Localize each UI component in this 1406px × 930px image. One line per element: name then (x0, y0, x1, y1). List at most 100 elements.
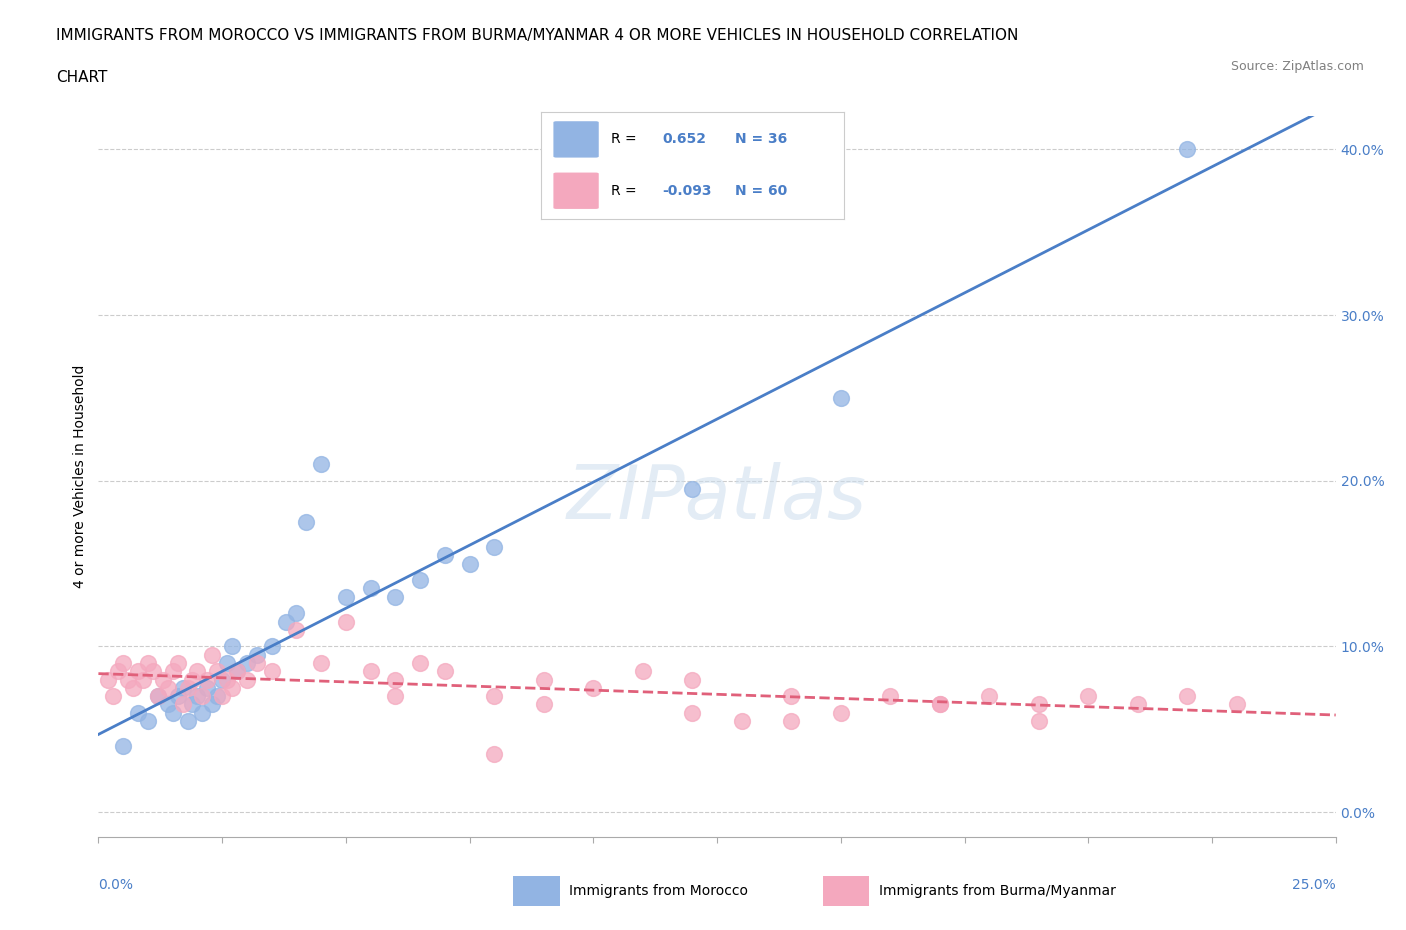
Point (335, 614, 357, 629)
Point (127, 664, 149, 679)
Point (384, 689, 406, 704)
Point (409, 573, 432, 588)
Point (103, 689, 125, 704)
Point (458, 556, 481, 571)
Point (309, 656, 332, 671)
Text: 25.0%: 25.0% (1292, 879, 1336, 893)
Point (780, 713, 803, 728)
Point (195, 681, 218, 696)
Point (879, 689, 901, 704)
Point (97, 672, 120, 687)
Text: R =: R = (610, 184, 637, 198)
Point (162, 664, 184, 679)
Point (360, 581, 382, 596)
Point (176, 713, 198, 728)
Point (211, 689, 233, 704)
Text: N = 60: N = 60 (735, 184, 787, 198)
Text: Immigrants from Burma/Myanmar: Immigrants from Burma/Myanmar (879, 884, 1115, 898)
Point (142, 664, 165, 679)
Point (295, 514, 318, 529)
Point (201, 697, 224, 711)
Point (276, 614, 298, 629)
Point (201, 647, 224, 662)
Text: N = 36: N = 36 (735, 132, 787, 146)
Text: 0.0%: 0.0% (98, 879, 134, 893)
Point (226, 664, 249, 679)
Text: -0.093: -0.093 (662, 184, 711, 198)
Point (122, 681, 145, 696)
Text: R =: R = (610, 132, 637, 146)
Point (681, 482, 703, 497)
Point (681, 672, 703, 687)
Point (731, 713, 754, 728)
Point (260, 639, 283, 654)
Point (127, 705, 149, 720)
Point (384, 672, 406, 687)
Point (217, 672, 239, 687)
Point (191, 689, 214, 704)
Point (1226, 697, 1249, 711)
Point (176, 681, 198, 696)
Point (335, 590, 357, 604)
Point (1077, 689, 1099, 704)
Point (236, 656, 259, 671)
Point (205, 689, 228, 704)
Point (1126, 697, 1149, 711)
Point (631, 664, 654, 679)
Point (681, 705, 703, 720)
Point (830, 391, 852, 405)
Point (186, 689, 208, 704)
Point (166, 689, 188, 704)
Point (136, 713, 159, 728)
Point (152, 672, 174, 687)
Point (484, 689, 506, 704)
Point (246, 647, 269, 662)
Point (533, 697, 555, 711)
Point (928, 697, 950, 711)
Point (132, 672, 155, 687)
Point (172, 681, 194, 696)
Point (156, 681, 179, 696)
Point (162, 705, 184, 720)
Point (107, 664, 129, 679)
Point (156, 697, 179, 711)
Point (1175, 142, 1198, 157)
Point (166, 656, 188, 671)
Point (146, 689, 169, 704)
Point (112, 656, 135, 671)
Point (409, 656, 432, 671)
Point (136, 656, 159, 671)
Point (186, 664, 208, 679)
Point (226, 664, 249, 679)
Point (181, 697, 204, 711)
Point (195, 672, 218, 687)
Point (112, 738, 135, 753)
Point (146, 689, 169, 704)
Point (1175, 689, 1198, 704)
Point (582, 681, 605, 696)
Point (117, 672, 139, 687)
Text: IMMIGRANTS FROM MOROCCO VS IMMIGRANTS FROM BURMA/MYANMAR 4 OR MORE VEHICLES IN H: IMMIGRANTS FROM MOROCCO VS IMMIGRANTS FR… (56, 28, 1018, 43)
Text: Immigrants from Morocco: Immigrants from Morocco (569, 884, 748, 898)
Point (246, 656, 269, 671)
Y-axis label: 4 or more Vehicles in Household: 4 or more Vehicles in Household (73, 365, 87, 589)
Text: CHART: CHART (56, 70, 108, 85)
Text: 0.652: 0.652 (662, 132, 706, 146)
Point (830, 705, 852, 720)
Point (928, 697, 950, 711)
Point (217, 656, 239, 671)
Point (533, 672, 555, 687)
FancyBboxPatch shape (554, 173, 599, 209)
Point (1028, 697, 1050, 711)
Point (205, 664, 228, 679)
Text: ZIPatlas: ZIPatlas (567, 462, 868, 534)
Point (285, 622, 308, 637)
FancyBboxPatch shape (554, 121, 599, 157)
Point (384, 590, 406, 604)
Point (484, 747, 506, 762)
Point (309, 457, 332, 472)
Point (191, 705, 214, 720)
Point (221, 681, 243, 696)
Point (236, 672, 259, 687)
Point (285, 605, 308, 620)
